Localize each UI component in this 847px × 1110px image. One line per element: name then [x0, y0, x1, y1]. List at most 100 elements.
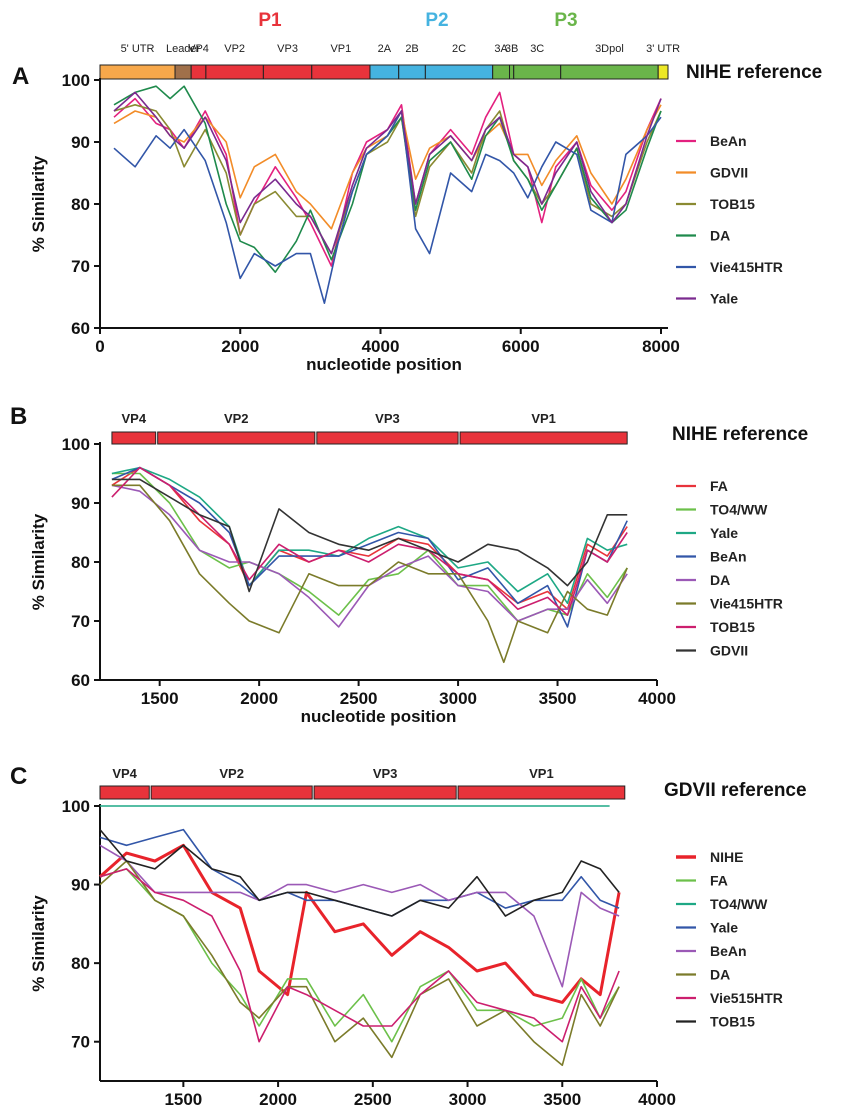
series-line-bean [113, 91, 662, 267]
panel-letter: C [10, 763, 27, 790]
region-label: VP2 [219, 766, 244, 781]
x-tick-label: 1500 [164, 1090, 202, 1109]
x-tick-label: 3500 [543, 1090, 581, 1109]
legend-label: TOB15 [710, 619, 755, 635]
series-line-da [111, 484, 628, 628]
region-label: 5' UTR [121, 43, 155, 55]
reference-label: NIHE reference [672, 424, 808, 445]
region-block [311, 64, 371, 80]
x-tick-label: 0 [95, 337, 104, 356]
y-axis-label: % Similarity [29, 895, 48, 992]
series-line-gdvii [111, 478, 628, 593]
x-axis-label: nucleotide position [306, 355, 462, 374]
region-block [457, 785, 626, 800]
region-label: VP3 [373, 766, 398, 781]
legend-label: Vie515HTR [710, 990, 783, 1006]
legend-label: BeAn [710, 943, 747, 959]
region-block [99, 785, 150, 800]
y-tick-label: 80 [71, 954, 90, 973]
x-axis-label: nucleotide position [301, 707, 457, 726]
legend-label: TO4/WW [710, 896, 768, 912]
region-block [190, 64, 207, 80]
y-tick-label: 100 [62, 435, 90, 454]
y-tick-label: 100 [62, 797, 90, 816]
region-label: 2B [405, 43, 418, 55]
region-label: 2C [452, 43, 466, 55]
region-label: VP2 [224, 411, 249, 426]
region-block [316, 431, 459, 445]
series-line-bean [99, 844, 620, 988]
x-tick-label: 3000 [439, 689, 477, 708]
legend-label: TOB15 [710, 196, 755, 212]
region-label: 3B [505, 43, 518, 55]
series-line-yale [99, 828, 620, 917]
region-block [424, 64, 494, 80]
x-tick-label: 8000 [642, 337, 680, 356]
legend-label: Yale [710, 525, 738, 541]
x-tick-label: 4000 [638, 1090, 676, 1109]
legend-label: Vie415HTR [710, 259, 783, 275]
x-tick-label: 3500 [539, 689, 577, 708]
region-block [262, 64, 313, 80]
legend-label: FA [710, 478, 728, 494]
region-block [111, 431, 157, 445]
series-line-tob15 [99, 829, 620, 917]
series-line-fa [99, 868, 620, 1043]
legend-label: BeAn [710, 133, 747, 149]
y-tick-label: 80 [71, 195, 90, 214]
legend-label: Yale [710, 920, 738, 936]
polyprotein-label-p1: P1 [258, 10, 282, 31]
reference-label: GDVII reference [664, 780, 807, 801]
genome-region-bar: VP4 VP2 VP3 VP1 [111, 411, 628, 445]
series-line-da [113, 85, 662, 274]
region-label: VP1 [531, 411, 556, 426]
x-tick-label: 2000 [240, 689, 278, 708]
legend-label: Yale [710, 291, 738, 307]
x-tick-label: 2000 [259, 1090, 297, 1109]
series-line-yale [113, 91, 662, 255]
legend-label: FA [710, 873, 728, 889]
series-line-yale [111, 466, 628, 605]
region-label: 3C [530, 43, 544, 55]
y-tick-label: 70 [71, 257, 90, 276]
region-label: 3Dpol [595, 43, 624, 55]
region-block [99, 64, 176, 80]
region-block [157, 431, 316, 445]
y-tick-label: 70 [71, 1033, 90, 1052]
x-tick-label: 1500 [141, 689, 179, 708]
region-label: 3A [494, 43, 508, 55]
genome-region-bar: VP4 VP2 VP3 VP1 [99, 766, 626, 800]
series-line-vie515htr [99, 868, 620, 1043]
region-block [369, 64, 400, 80]
series-line-gdvii [113, 104, 662, 230]
legend-label: BeAn [710, 549, 747, 565]
region-block [560, 64, 659, 80]
series-line-vie415htr [113, 110, 662, 305]
legend-label: TO4/WW [710, 502, 768, 518]
region-label: VP3 [375, 411, 400, 426]
region-label: VP3 [277, 43, 298, 55]
region-block [398, 64, 426, 80]
x-tick-label: 4000 [362, 337, 400, 356]
x-tick-label: 2500 [354, 1090, 392, 1109]
panel-letter: B [10, 403, 27, 430]
region-label: VP2 [224, 43, 245, 55]
region-label: VP1 [330, 43, 351, 55]
legend-label: GDVII [710, 165, 748, 181]
series-line-vie415htr [111, 484, 628, 664]
legend-label: DA [710, 572, 730, 588]
series-line-nihe [99, 843, 621, 1004]
legend-label: DA [710, 228, 730, 244]
region-block [459, 431, 628, 445]
series-line-da [99, 860, 620, 1067]
y-tick-label: 90 [71, 133, 90, 152]
y-tick-label: 60 [71, 319, 90, 338]
y-tick-label: 70 [71, 612, 90, 631]
region-block [513, 64, 562, 80]
region-label: VP4 [112, 766, 137, 781]
region-block [509, 64, 515, 80]
panel-letter: A [12, 63, 29, 90]
region-label: Leader [166, 43, 201, 55]
series-line-fa [111, 466, 628, 611]
